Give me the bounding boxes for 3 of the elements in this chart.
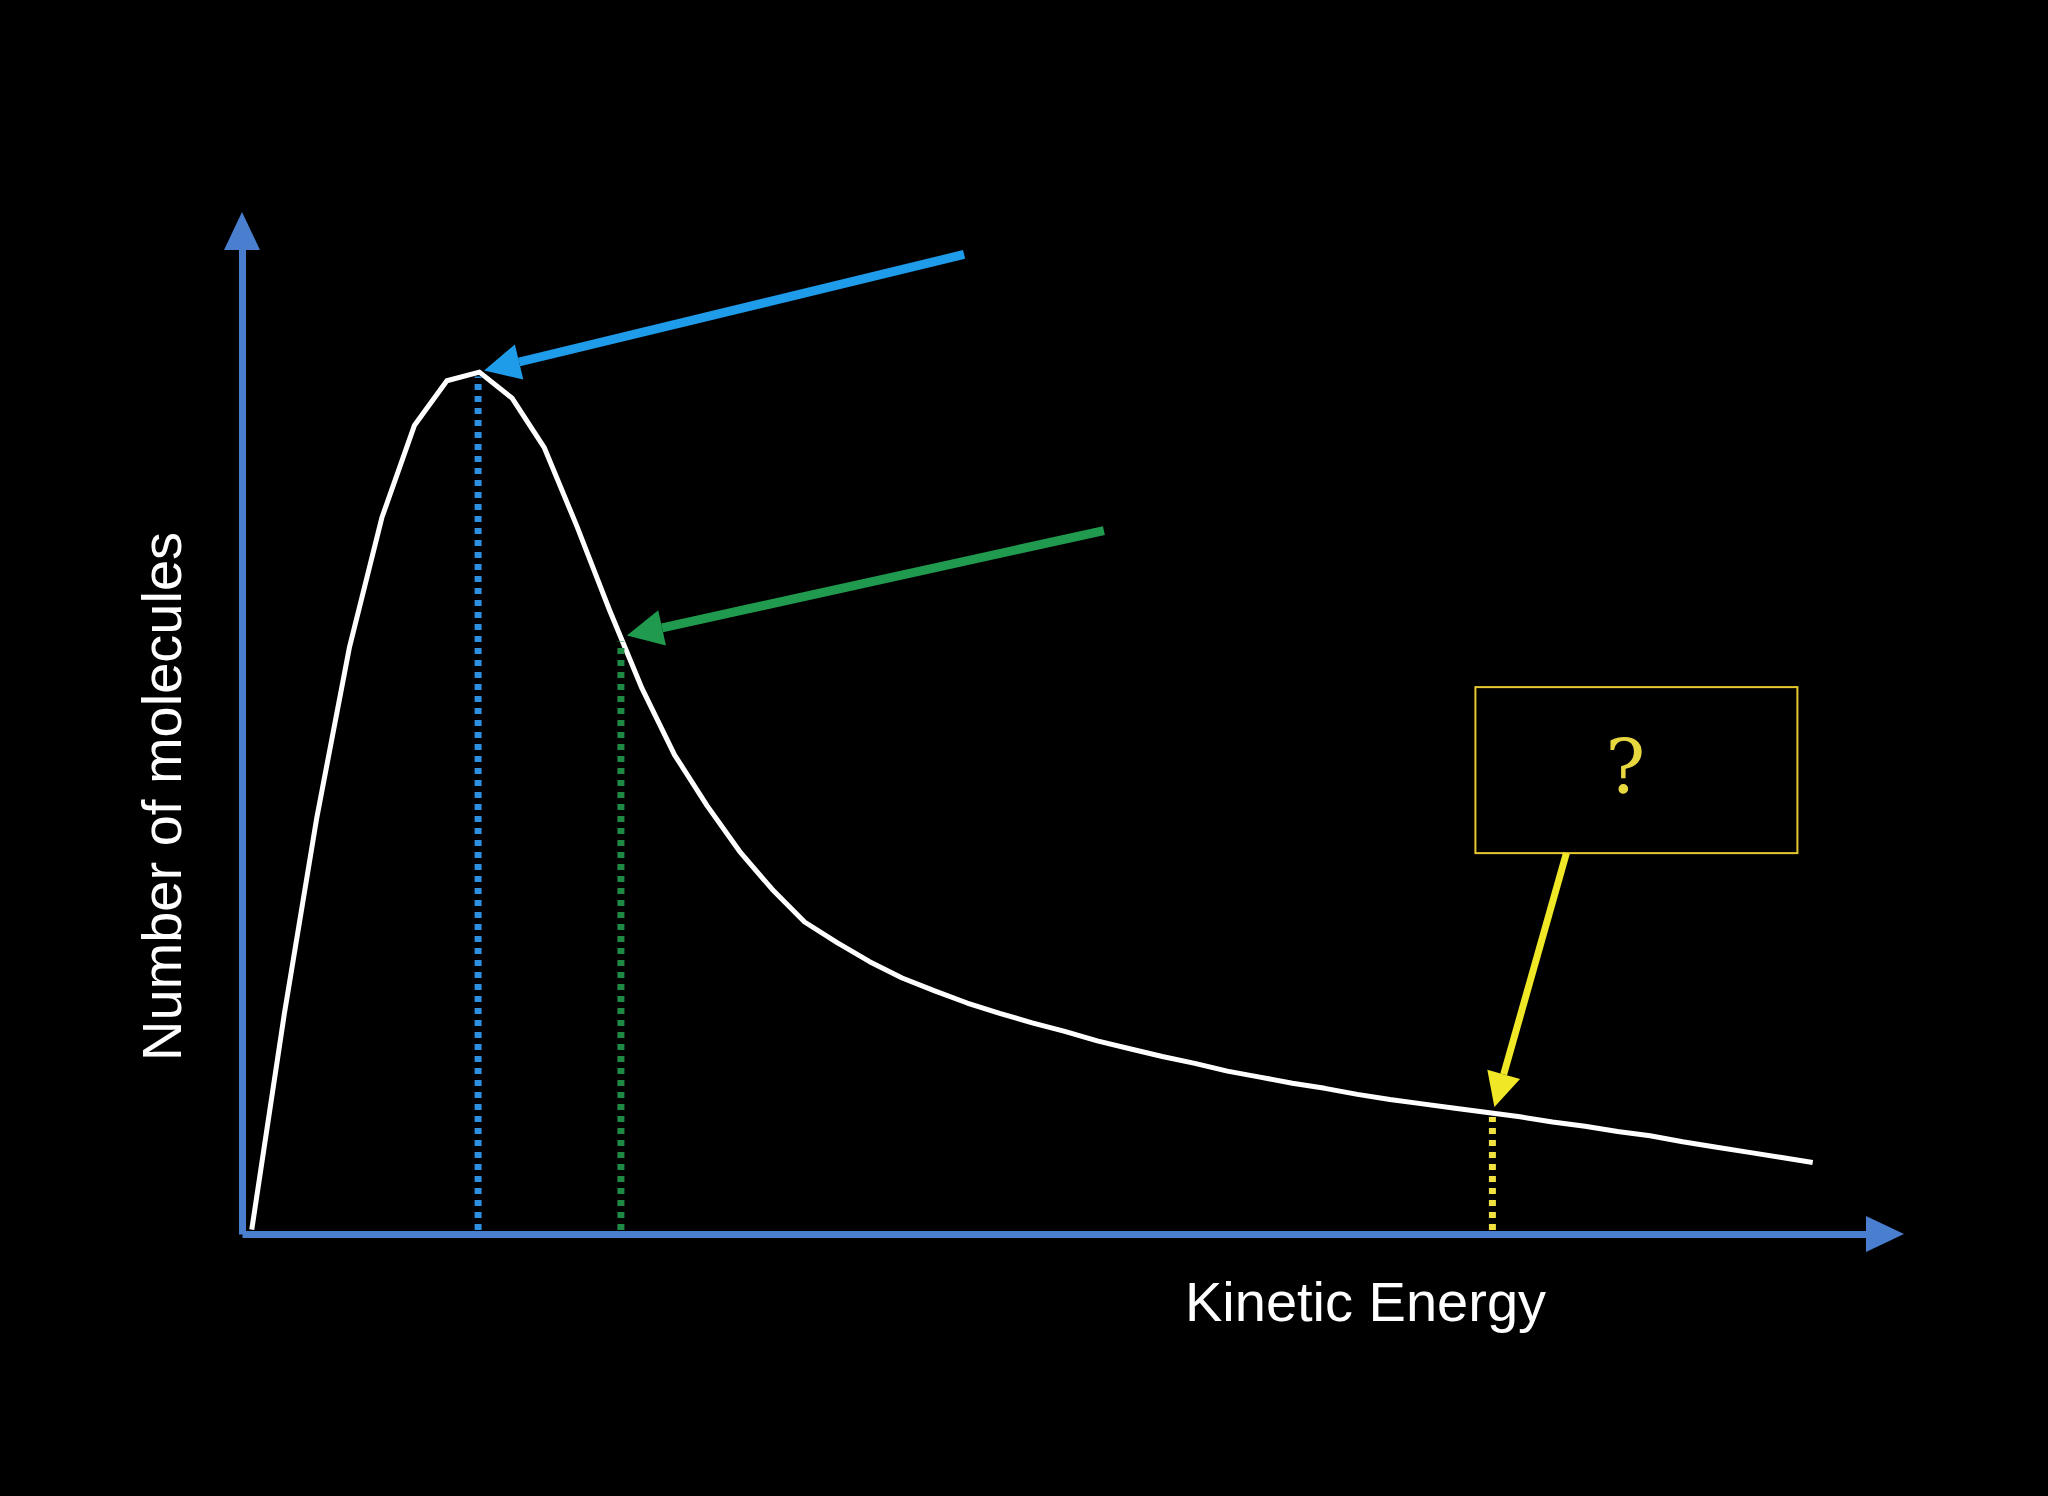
y-axis-title: Number of molecules xyxy=(129,531,193,1062)
annotation: ? xyxy=(1605,724,1646,811)
x-axis-title: Kinetic Energy xyxy=(1184,1269,1547,1333)
